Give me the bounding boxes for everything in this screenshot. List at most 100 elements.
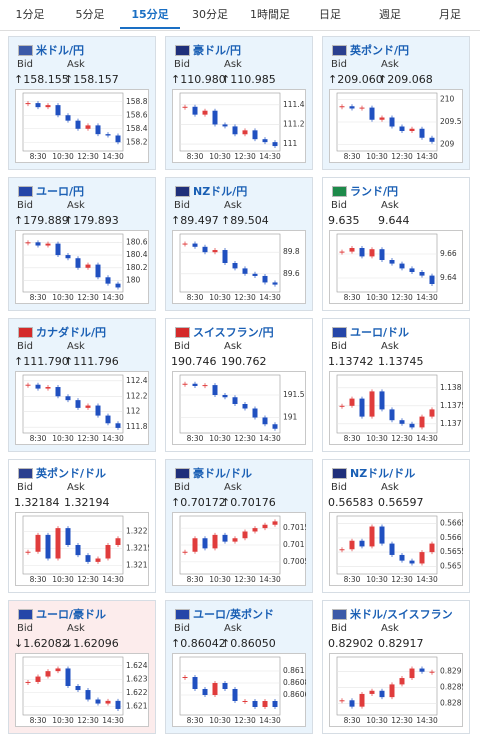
rate-card[interactable]: NZドル/円 Bid Ask ↑89.497 ↑89.504 89.6 89.8 8:30 10… [165,177,313,311]
candle [409,668,415,679]
candle [399,263,405,269]
y-tick-label: 9.64 [440,273,457,282]
candle [252,528,258,532]
y-tick-label: 180 [126,275,141,284]
candle [212,534,218,549]
plot-frame [179,233,281,293]
rate-card[interactable]: ユーロ/英ポンドBidAsk↑0.86042↑0.860500.86060.86… [165,600,313,734]
flag-icon [175,45,190,56]
rate-card[interactable]: 豪ドル/円 Bid Ask ↑110.980 ↑110.985 111 111.2 111.4… [165,36,313,170]
y-tick-label: 0.566 [440,533,462,542]
y-tick-label: 112 [126,407,141,416]
tab[interactable]: 30分足 [192,8,228,21]
tab[interactable]: 5分足 [75,8,105,21]
tab[interactable]: 1分足 [15,8,45,21]
pair-title[interactable]: 英ポンド/ドル [36,467,107,480]
x-tick-label: 10:30 [366,152,388,161]
candle [252,701,258,707]
pair-title[interactable]: 米ドル/スイスフラン [350,608,453,621]
rate-card[interactable]: カナダドル/円 Bid Ask ↑111.790 ↑111.796 111.8 112 112… [8,318,156,452]
ask-label: Ask [224,341,242,352]
bid-label: Bid [17,623,33,634]
x-tick-label: 14:30 [416,575,438,584]
plot-frame [22,233,124,293]
plot-frame [22,515,124,575]
tab[interactable]: 月足 [439,8,461,21]
pair-title[interactable]: カナダドル/円 [36,326,107,339]
pair-title[interactable]: ランド/円 [350,185,399,198]
x-tick-label: 10:30 [52,293,74,302]
rate-card[interactable]: 米ドル/円 Bid Ask ↑158.155 ↑158.157 158.2 158.4 158… [8,36,156,170]
mini-chart: 1.621 1.622 1.623 1.624 8:30 10:30 12:30 14:30 [15,653,149,727]
candle [55,105,61,116]
pair-title[interactable]: 豪ドル/円 [193,44,242,57]
candle [232,538,238,542]
candle [359,398,365,417]
candle [192,383,198,386]
x-tick-label: 12:30 [391,434,413,443]
rate-card[interactable]: 英ポンド/ドルBidAsk1.321841.321941.3211.32151.… [8,459,156,593]
pair-title[interactable]: ユーロ/英ポンド [193,608,275,621]
rate-card[interactable]: 英ポンド/円 Bid Ask ↑209.060 ↑209.068 209 209.5 210 8… [322,36,470,170]
tab[interactable]: 週足 [379,8,401,21]
x-tick-label: 12:30 [77,716,99,725]
x-tick-label: 14:30 [102,716,124,725]
tab[interactable]: 15分足 [120,0,180,29]
bid-value: 1.13742 [328,355,374,368]
candle [389,543,395,555]
candle [379,117,385,120]
x-tick-label: 12:30 [391,716,413,725]
pair-title[interactable]: スイスフラン/円 [193,326,274,339]
x-tick-label: 8:30 [344,434,361,443]
x-tick-label: 12:30 [391,293,413,302]
pair-title[interactable]: 豪ドル/ドル [193,467,253,480]
candle [75,545,81,556]
bid-label: Bid [174,59,190,70]
rate-card[interactable]: ユーロ/円 Bid Ask ↑179.889 ↑179.893 180 180.2 180.4… [8,177,156,311]
pair-title[interactable]: NZドル/ドル [350,467,416,480]
candle [25,242,31,244]
tab[interactable]: 1時間足 [250,8,290,21]
x-tick-label: 8:30 [187,293,204,302]
candle [399,678,405,685]
pair-title[interactable]: ユーロ/豪ドル [36,608,107,621]
pair-title[interactable]: NZドル/円 [193,185,248,198]
y-tick-label: 209.5 [440,117,462,126]
y-tick-label: 111.2 [283,119,305,128]
rate-card[interactable]: スイスフラン/円 Bid Ask 190.746 190.762 191 191.5 8:30… [165,318,313,452]
ask-label: Ask [381,623,399,634]
candle [85,125,91,129]
pair-title[interactable]: ユーロ/ドル [350,326,410,339]
candle [25,681,31,683]
pair-title[interactable]: ユーロ/円 [36,185,85,198]
flag-icon [18,45,33,56]
candle [419,552,425,564]
rate-card[interactable]: 豪ドル/ドルBidAsk↑0.70172↑0.701760.70050.7010… [165,459,313,593]
candle [212,683,218,695]
rate-card[interactable]: NZドル/ドルBidAsk0.565830.565970.5650.56550.… [322,459,470,593]
candle [115,700,121,709]
plot-frame [179,92,281,152]
x-tick-label: 12:30 [77,575,99,584]
candle [65,668,71,686]
rate-card[interactable]: ユーロ/豪ドル Bid Ask ↓1.62082 ↓1.62096 1.621 1.622 1… [8,600,156,734]
ask-label: Ask [224,482,242,493]
pair-title[interactable]: 米ドル/円 [36,44,85,57]
rate-card[interactable]: ランド/円 Bid Ask 9.635 9.644 9.64 9.66 8:30 10:30 12… [322,177,470,311]
candle [232,397,238,404]
flag-icon [175,327,190,338]
bid-label: Bid [331,482,347,493]
y-tick-label: 191.5 [283,390,305,399]
y-tick-label: 89.8 [283,247,300,256]
rate-card[interactable]: ユーロ/ドルBidAsk1.137421.137451.1371.13751.1… [322,318,470,452]
ask-value: ↑179.893 [64,214,119,227]
x-tick-label: 10:30 [209,575,231,584]
ask-label: Ask [381,341,399,352]
rate-card[interactable]: 米ドル/スイスフラン Bid Ask 0.82902 0.82917 0.828 0.828… [322,600,470,734]
flag-icon [175,186,190,197]
pair-title[interactable]: 英ポンド/円 [350,44,410,57]
x-tick-label: 10:30 [366,434,388,443]
bid-label: Bid [331,200,347,211]
bid-value: ↑179.889 [14,214,69,227]
tab[interactable]: 日足 [319,8,341,21]
